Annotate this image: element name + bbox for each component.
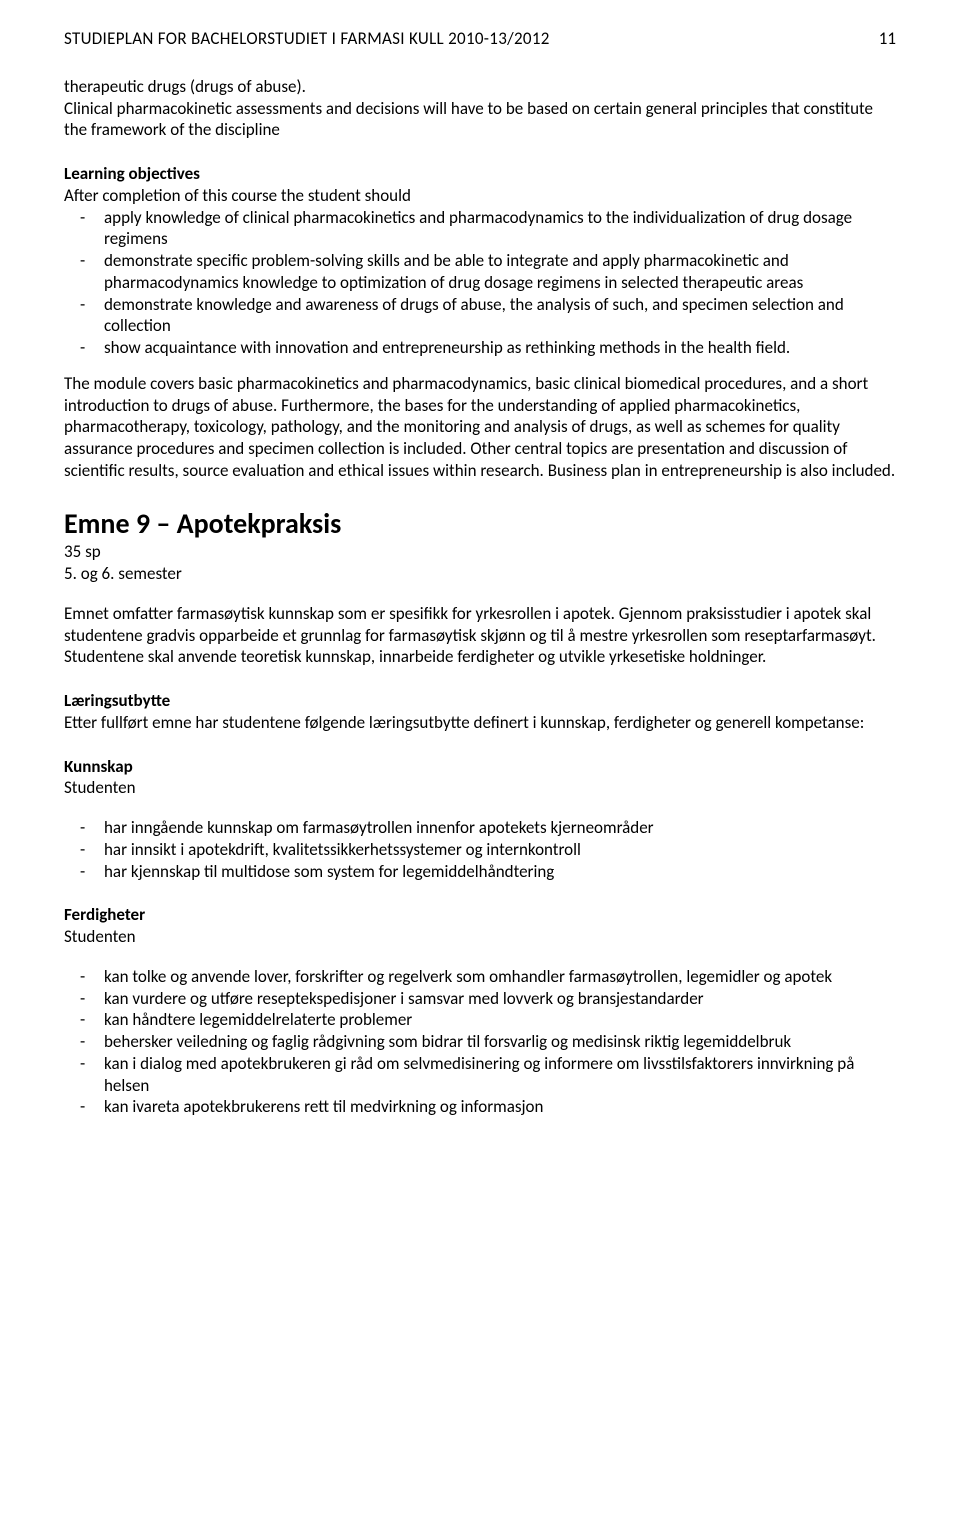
list-item: behersker veiledning og faglig rådgivnin… bbox=[64, 1031, 896, 1053]
list-item: kan ivareta apotekbrukerens rett til med… bbox=[64, 1096, 896, 1118]
list-item: show acquaintance with innovation and en… bbox=[64, 337, 896, 359]
list-item: demonstrate knowledge and awareness of d… bbox=[64, 294, 896, 338]
list-item: kan i dialog med apotekbrukeren gi råd o… bbox=[64, 1053, 896, 1097]
module-description: The module covers basic pharmacokinetics… bbox=[64, 373, 896, 482]
list-item: demonstrate specific problem-solving ski… bbox=[64, 250, 896, 294]
emne9-semester: 5. og 6. semester bbox=[64, 563, 896, 585]
laringsutbytte-text: Etter fullført emne har studentene følge… bbox=[64, 712, 896, 734]
learning-objectives-heading: Learning objectives bbox=[64, 163, 896, 185]
studenten-label: Studenten bbox=[64, 777, 896, 799]
emne9-sp: 35 sp bbox=[64, 541, 896, 563]
list-item: har innsikt i apotekdrift, kvalitetssikk… bbox=[64, 839, 896, 861]
ferdigheter-heading: Ferdigheter bbox=[64, 904, 896, 926]
learning-objectives-list: apply knowledge of clinical pharmacokine… bbox=[64, 207, 896, 359]
list-item: apply knowledge of clinical pharmacokine… bbox=[64, 207, 896, 251]
list-item: kan tolke og anvende lover, forskrifter … bbox=[64, 966, 896, 988]
list-item: kan håndtere legemiddelrelaterte problem… bbox=[64, 1009, 896, 1031]
emne9-title: Emne 9 – Apotekpraksis bbox=[64, 506, 896, 542]
ferdigheter-list: kan tolke og anvende lover, forskrifter … bbox=[64, 966, 896, 1118]
page-number: 11 bbox=[879, 28, 896, 50]
list-item: kan vurdere og utføre reseptekspedisjone… bbox=[64, 988, 896, 1010]
doc-header-title: STUDIEPLAN FOR BACHELORSTUDIET I FARMASI… bbox=[64, 28, 550, 50]
kunnskap-list: har inngående kunnskap om farmasøytrolle… bbox=[64, 817, 896, 882]
intro-line-2: Clinical pharmacokinetic assessments and… bbox=[64, 98, 896, 142]
intro-line-1: therapeutic drugs (drugs of abuse). bbox=[64, 76, 896, 98]
list-item: har kjennskap til multidose som system f… bbox=[64, 861, 896, 883]
laringsutbytte-heading: Læringsutbytte bbox=[64, 690, 896, 712]
emne9-intro: Emnet omfatter farmasøytisk kunnskap som… bbox=[64, 603, 896, 668]
kunnskap-heading: Kunnskap bbox=[64, 756, 896, 778]
list-item: har inngående kunnskap om farmasøytrolle… bbox=[64, 817, 896, 839]
studenten-label: Studenten bbox=[64, 926, 896, 948]
learning-objectives-lead: After completion of this course the stud… bbox=[64, 185, 896, 207]
